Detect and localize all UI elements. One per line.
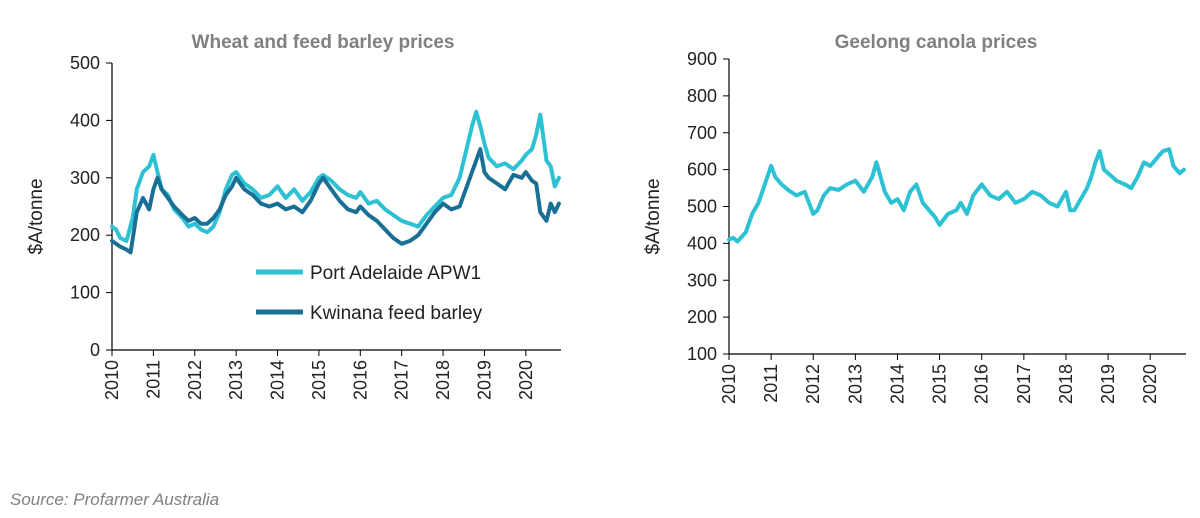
x-tick-label: 2018 <box>1056 364 1076 404</box>
x-tick-label: 2020 <box>516 360 536 400</box>
y-tick-label: 700 <box>687 123 717 143</box>
y-tick-label: 300 <box>70 168 100 188</box>
y-tick-label: 200 <box>687 307 717 327</box>
y-tick-label: 600 <box>687 160 717 180</box>
x-tick-label: 2012 <box>803 364 823 404</box>
legend-label: Port Adelaide APW1 <box>310 263 481 284</box>
chart-title: Wheat and feed barley prices <box>192 32 455 53</box>
x-tick-label: 2019 <box>474 360 494 400</box>
y-tick-label: 500 <box>70 53 100 73</box>
x-tick-label: 2015 <box>309 360 329 400</box>
x-tick-label: 2013 <box>226 360 246 400</box>
series-line-kwinana-feed-barley <box>110 147 561 255</box>
y-tick-label: 300 <box>687 270 717 290</box>
x-tick-label: 2011 <box>761 364 781 403</box>
x-tick-label: 2010 <box>102 360 122 400</box>
x-tick-label: 2017 <box>1014 364 1034 404</box>
x-tick-label: 2013 <box>845 364 865 404</box>
x-tick-label: 2012 <box>185 360 205 400</box>
x-tick-label: 2020 <box>1140 364 1160 404</box>
series-line-canola <box>727 147 1186 244</box>
y-tick-label: 100 <box>70 283 100 303</box>
x-tick-label: 2018 <box>433 360 453 400</box>
source-note: Source: Profarmer Australia <box>10 490 220 509</box>
x-tick-label: 2011 <box>143 360 163 399</box>
y-tick-label: 800 <box>687 86 717 106</box>
chart-2: Geelong canola prices $A/tonne 100 200 300 40… <box>643 32 1186 404</box>
x-tick-label: 2014 <box>268 360 288 400</box>
y-tick-label: 500 <box>687 197 717 217</box>
x-tick-label: 2019 <box>1098 364 1118 404</box>
series-line-port-adelaide-apw1 <box>110 109 561 243</box>
y-tick-label: 200 <box>70 225 100 245</box>
legend-label: Kwinana feed barley <box>310 303 483 324</box>
x-tick-label: 2017 <box>392 360 412 400</box>
x-tick-label: 2010 <box>719 364 739 404</box>
chart-1: Wheat and feed barley prices $A/tonne 0 100… <box>26 32 561 400</box>
y-tick-label: 400 <box>70 110 100 130</box>
x-tick-label: 2015 <box>930 364 950 404</box>
charts-canvas: Wheat and feed barley prices $A/tonne 0 100… <box>26 32 1186 404</box>
x-tick-label: 2016 <box>972 364 992 404</box>
y-axis-label: $A/tonne <box>643 178 664 254</box>
y-axis-label: $A/tonne <box>26 178 47 254</box>
y-tick-label: 400 <box>687 233 717 253</box>
y-tick-label: 0 <box>90 340 100 360</box>
x-tick-label: 2014 <box>887 364 907 404</box>
y-tick-label: 100 <box>687 344 717 364</box>
x-tick-label: 2016 <box>350 360 370 400</box>
y-tick-label: 900 <box>687 49 717 69</box>
chart-title: Geelong canola prices <box>835 32 1038 53</box>
